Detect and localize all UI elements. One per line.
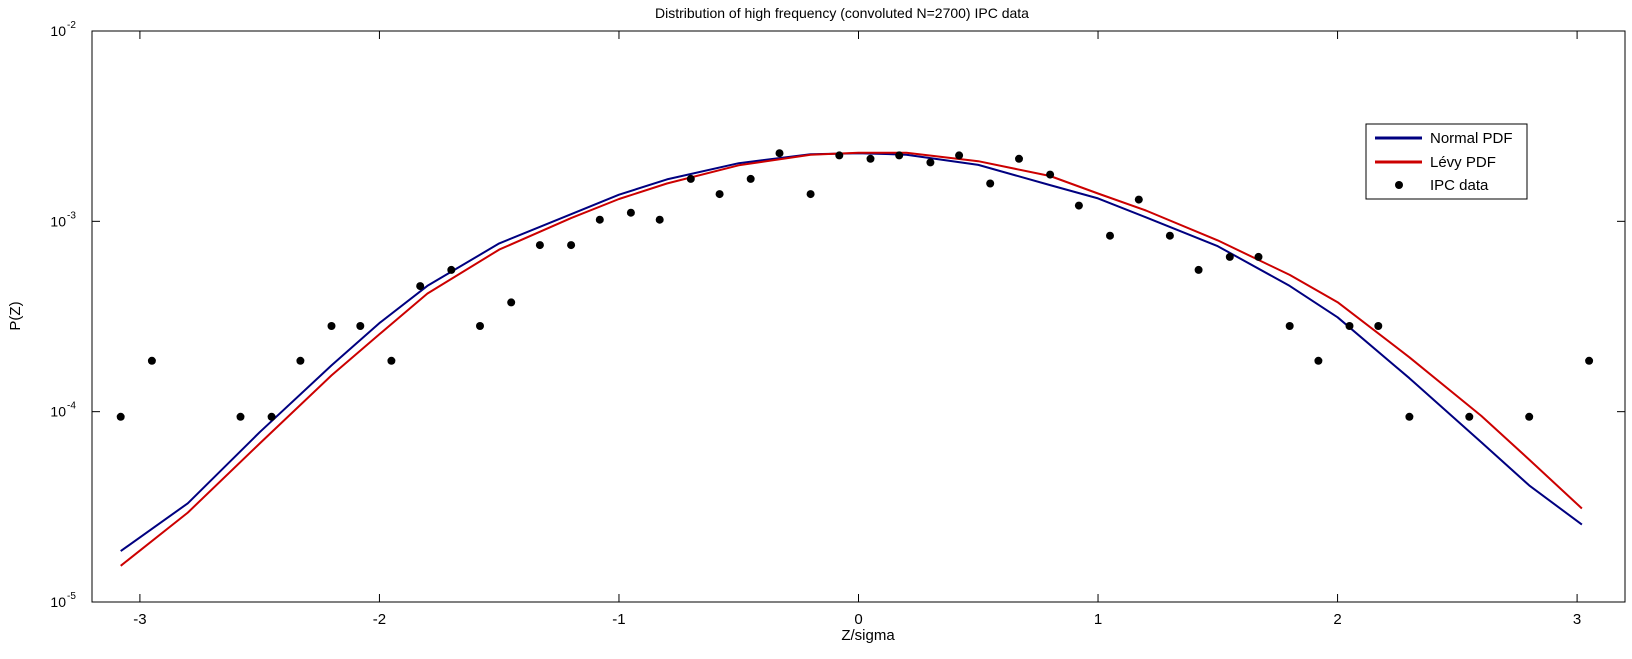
ipc-data-point bbox=[775, 149, 784, 158]
ipc-data-point bbox=[1285, 322, 1294, 330]
x-tick-labels: -3 -2 -1 0 1 2 3 bbox=[133, 611, 1581, 628]
ipc-data-point bbox=[866, 154, 875, 163]
legend-normal-pdf-label: Normal PDF bbox=[1430, 130, 1513, 147]
ipc-data-point bbox=[535, 241, 544, 250]
ipc-data-point bbox=[416, 282, 425, 291]
x-tick-label: 3 bbox=[1573, 611, 1581, 628]
curves bbox=[120, 151, 1583, 567]
ipc-data-point bbox=[1134, 195, 1143, 204]
ipc-data-point bbox=[1405, 412, 1414, 421]
x-tick-label: 2 bbox=[1333, 611, 1341, 628]
ipc-data-point bbox=[626, 208, 635, 217]
ipc-data-point bbox=[1074, 201, 1083, 210]
ipc-data-point bbox=[1525, 412, 1534, 421]
ipc-data-point bbox=[296, 356, 305, 365]
legend-ipc-data-label: IPC data bbox=[1430, 177, 1489, 194]
y-tick-label: 10 bbox=[50, 404, 66, 420]
l-vy-pdf-curve bbox=[120, 151, 1583, 567]
x-axis-label: Z/sigma bbox=[841, 627, 895, 644]
y-tick-label: 10 bbox=[50, 213, 66, 229]
ipc-data-point bbox=[746, 174, 755, 183]
plot-area bbox=[91, 30, 1626, 603]
ipc-data-point bbox=[356, 322, 365, 330]
ipc-data-point bbox=[1465, 412, 1474, 421]
ipc-data-point bbox=[147, 356, 156, 365]
ipc-data-point bbox=[267, 412, 276, 421]
ipc-data-point bbox=[1374, 322, 1383, 330]
ipc-data-point bbox=[955, 151, 964, 160]
ipc-data-point bbox=[1046, 170, 1055, 179]
ipc-data-point bbox=[926, 158, 935, 167]
ipc-data-point bbox=[567, 241, 576, 250]
ipc-data-point bbox=[387, 356, 396, 365]
x-tick-label: 0 bbox=[854, 611, 862, 628]
ipc-data-point bbox=[447, 265, 456, 274]
ipc-data-point bbox=[327, 322, 336, 330]
data-points bbox=[116, 149, 1594, 421]
ipc-data-point bbox=[1106, 231, 1114, 240]
y-tick-labels: 10-510-410-310-2 bbox=[50, 20, 76, 610]
ipc-data-point bbox=[1015, 154, 1023, 163]
ipc-data-point bbox=[655, 215, 664, 224]
ipc-data-point bbox=[715, 190, 724, 199]
ipc-data-point bbox=[236, 412, 245, 421]
ipc-data-point bbox=[476, 322, 484, 330]
y-tick-exponent: -3 bbox=[67, 210, 76, 221]
ipc-data-point bbox=[116, 412, 125, 421]
x-tick-label: 1 bbox=[1094, 611, 1102, 628]
axis-ticks bbox=[92, 30, 1625, 603]
ipc-data-point bbox=[895, 151, 904, 160]
y-tick-exponent: -2 bbox=[67, 20, 76, 31]
ipc-data-point bbox=[1194, 265, 1203, 274]
ipc-data-point bbox=[1345, 322, 1354, 330]
x-tick-label: -3 bbox=[133, 611, 146, 628]
y-tick-exponent: -4 bbox=[67, 401, 76, 412]
ipc-data-point bbox=[595, 215, 604, 224]
ipc-data-point bbox=[806, 190, 815, 199]
y-axis-label: P(Z) bbox=[7, 301, 24, 330]
y-tick-label: 10 bbox=[50, 594, 66, 610]
y-tick-label: 10 bbox=[50, 23, 66, 39]
ipc-data-point bbox=[507, 298, 516, 307]
legend-ipc-data-marker bbox=[1395, 181, 1403, 189]
x-tick-label: -1 bbox=[612, 611, 625, 628]
ipc-data-point bbox=[1585, 356, 1594, 365]
ipc-data-point bbox=[1165, 231, 1174, 240]
ipc-data-point bbox=[686, 174, 695, 183]
ipc-data-point bbox=[1254, 252, 1263, 261]
y-tick-exponent: -5 bbox=[67, 591, 76, 602]
chart-title: Distribution of high frequency (convolut… bbox=[655, 5, 1029, 21]
legend-levy-pdf-label: Lévy PDF bbox=[1430, 154, 1496, 171]
x-tick-label: -2 bbox=[373, 611, 386, 628]
ipc-data-point bbox=[1225, 252, 1234, 261]
ipc-data-point bbox=[1314, 356, 1323, 365]
legend: Normal PDF Lévy PDF IPC data bbox=[1365, 123, 1528, 200]
ipc-data-point bbox=[835, 151, 844, 160]
ipc-data-point bbox=[986, 179, 995, 188]
